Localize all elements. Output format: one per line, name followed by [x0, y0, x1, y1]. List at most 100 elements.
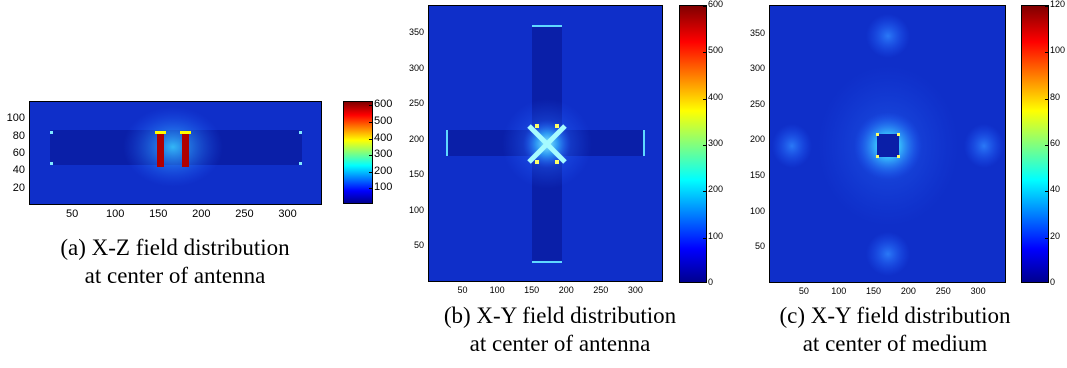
colorbar-tick-mark-c — [1045, 282, 1048, 283]
x-tick-label-a: 250 — [235, 208, 254, 220]
y-tick-label-b: 50 — [413, 240, 424, 251]
y-tick-label-b: 250 — [408, 98, 424, 109]
heatmap-b — [428, 5, 663, 282]
y-tick-label-c: 150 — [749, 170, 765, 181]
colorbar-tick-label-c: 40 — [1050, 184, 1061, 195]
colorbar-tick-mark-a — [369, 155, 372, 157]
colorbar-tick-mark-a — [369, 121, 372, 123]
heatmap-a-corner-tl — [50, 131, 53, 134]
y-tick-label-a: 20 — [12, 181, 25, 194]
colorbar-tick-label-c: 100 — [1050, 45, 1066, 56]
x-tick-label-c: 200 — [900, 286, 916, 296]
heatmap-a-corner-br — [299, 162, 302, 165]
heatmap-a-glow — [123, 107, 223, 187]
colorbar-tick-label-b: 500 — [708, 45, 724, 56]
x-tick-label-a: 50 — [65, 208, 79, 220]
y-tick-label-a: 40 — [12, 164, 25, 177]
caption-b-line1: (b) X-Y field distribution — [443, 303, 677, 328]
colorbar-tick-label-b: 400 — [708, 91, 724, 102]
colorbar-tick-mark-b — [703, 282, 706, 283]
colorbar-tick-label-a: 100 — [374, 181, 393, 194]
heatmap-c-center-block — [877, 134, 899, 157]
x-tick-label-c: 50 — [798, 286, 809, 296]
heatmap-b-hot-3 — [535, 160, 539, 164]
heatmap-b-cross — [527, 124, 567, 164]
y-tick-label-c: 250 — [749, 98, 765, 109]
x-tick-label-a: 100 — [105, 208, 125, 220]
y-tick-label-c: 350 — [749, 27, 765, 38]
colorbar-tick-mark-a — [369, 188, 372, 190]
heatmap-b-hot-2 — [555, 124, 559, 128]
colorbar-tick-label-a: 500 — [374, 114, 393, 127]
colorbar-tick-mark-b — [703, 191, 706, 193]
colorbar-tick-label-b: 200 — [708, 184, 724, 195]
caption-b: (b) X-Y field distribution at center of … — [405, 302, 715, 358]
colorbar-tick-label-c: 80 — [1050, 91, 1061, 102]
caption-b-line2: at center of antenna — [469, 331, 651, 356]
colorbar-tick-label-a: 400 — [374, 131, 393, 144]
colorbar-b — [679, 5, 707, 283]
colorbar-tick-mark-a — [369, 171, 372, 173]
colorbar-tick-label-a: 300 — [374, 148, 393, 161]
x-tick-label-b: 100 — [489, 285, 505, 295]
colorbar-tick-mark-c — [1045, 98, 1048, 100]
heatmap-a-hotspot-left — [157, 133, 164, 167]
caption-a: (a) X-Z field distribution at center of … — [10, 234, 340, 290]
heatmap-b-hot-1 — [535, 124, 539, 128]
colorbar-tick-label-b: 300 — [708, 138, 724, 148]
heatmap-a-corner-bl — [50, 162, 53, 165]
colorbar-tick-mark-a — [369, 105, 372, 107]
colorbar-tick-mark-b — [703, 145, 706, 146]
x-tick-label-b: 150 — [524, 285, 540, 295]
heatmap-c-svg — [770, 6, 1005, 282]
heatmap-a-svg — [30, 102, 321, 204]
heatmap-c — [769, 5, 1006, 283]
heatmap-a-tip-right — [180, 131, 191, 134]
x-tick-label-b: 250 — [593, 285, 609, 295]
y-tick-label-b: 100 — [408, 204, 424, 215]
caption-c-line1: (c) X-Y field distribution — [779, 303, 1011, 328]
heatmap-c-lobe-top — [866, 14, 910, 58]
heatmap-b-edge-bottom — [532, 261, 562, 263]
colorbar-tick-label-b: 100 — [708, 230, 724, 241]
heatmap-c-lobe-right — [964, 124, 1004, 168]
colorbar-tick-mark-c — [1045, 6, 1048, 7]
colorbar-c — [1021, 5, 1049, 283]
x-tick-label-c: 300 — [970, 286, 986, 296]
heatmap-c-hot-2 — [897, 133, 900, 136]
y-tick-label-b: 350 — [408, 27, 424, 38]
heatmap-b-edge-right — [643, 130, 645, 156]
heatmap-b-edge-top — [532, 25, 562, 27]
x-tick-label-a: 300 — [278, 208, 297, 220]
colorbar-tick-label-a: 200 — [374, 164, 393, 177]
x-tick-label-c: 250 — [935, 286, 951, 296]
colorbar-tick-mark-a — [369, 138, 372, 140]
y-tick-label-b: 300 — [408, 62, 424, 73]
heatmap-b-svg — [429, 6, 662, 281]
x-tick-label-b: 50 — [457, 285, 468, 295]
y-tick-label-c: 100 — [749, 205, 765, 216]
heatmap-c-hot-1 — [876, 133, 879, 136]
colorbar-tick-label-c: 0 — [1050, 277, 1056, 287]
heatmap-a-tip-left — [155, 131, 166, 134]
caption-c-line2: at center of medium — [802, 331, 988, 356]
caption-c: (c) X-Y field distribution at center of … — [745, 302, 1045, 358]
colorbar-tick-label-c: 60 — [1050, 138, 1061, 148]
colorbar-a — [343, 101, 373, 204]
y-tick-label-b: 200 — [408, 133, 424, 144]
colorbar-tick-label-b: 600 — [708, 0, 724, 9]
heatmap-b-edge-left — [446, 130, 448, 156]
heatmap-a — [29, 101, 322, 205]
y-tick-label-b: 150 — [408, 169, 424, 180]
y-tick-label-c: 200 — [749, 134, 765, 145]
colorbar-tick-mark-c — [1045, 191, 1048, 193]
x-tick-label-c: 150 — [866, 286, 882, 296]
x-tick-label-c: 100 — [831, 286, 847, 296]
colorbar-tick-mark-c — [1045, 237, 1048, 239]
y-tick-label-c: 300 — [749, 63, 765, 74]
colorbar-tick-mark-b — [703, 6, 706, 7]
caption-a-line2: at center of antenna — [84, 263, 266, 288]
x-tick-label-a: 150 — [149, 208, 168, 220]
y-tick-label-a: 80 — [12, 129, 25, 142]
heatmap-c-lobe-bottom — [866, 232, 910, 276]
